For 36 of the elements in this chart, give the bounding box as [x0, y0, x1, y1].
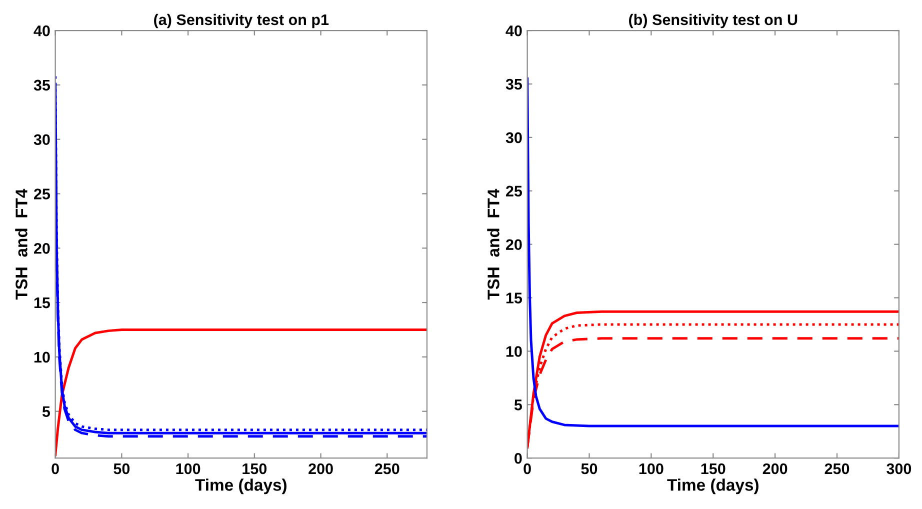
y-axis-title: TSH and FT4 — [15, 188, 28, 300]
y-tick-label: 20 — [506, 239, 522, 250]
y-tick-label: 5 — [42, 406, 50, 418]
chart-title: (b) Sensitivity test on U — [629, 14, 798, 28]
y-tick-label: 25 — [34, 188, 50, 200]
y-tick-label: 35 — [34, 80, 50, 91]
y-axis-title: TSH and FT4 — [487, 188, 500, 300]
x-tick-label: 250 — [374, 463, 400, 474]
x-tick-label: 50 — [114, 463, 130, 474]
y-tick-label: 15 — [506, 292, 522, 304]
y-tick-label: 30 — [506, 132, 522, 144]
y-tick-label: 40 — [34, 25, 50, 36]
x-tick-label: 200 — [762, 463, 788, 474]
y-tick-label: 15 — [34, 298, 50, 308]
x-axis-title: Time (days) — [667, 478, 758, 494]
y-tick-label: 0 — [514, 452, 522, 464]
y-tick-label: 20 — [34, 242, 50, 254]
x-tick-label: 100 — [176, 463, 200, 474]
x-tick-label: 250 — [824, 463, 850, 474]
x-tick-label: 150 — [701, 463, 726, 474]
x-tick-label: 300 — [886, 463, 912, 474]
x-tick-label: 0 — [524, 463, 531, 474]
y-tick-label: 25 — [506, 186, 522, 197]
x-tick-label: 0 — [52, 463, 59, 474]
y-tick-label: 10 — [34, 352, 50, 363]
chart-title: (a) Sensitivity test on p1 — [154, 14, 329, 28]
x-axis-title: Time (days) — [195, 478, 286, 494]
y-tick-label: 40 — [506, 25, 522, 36]
y-tick-label: 30 — [34, 134, 50, 146]
x-tick-label: 50 — [581, 463, 598, 474]
y-tick-label: 35 — [506, 78, 522, 90]
x-tick-label: 100 — [639, 463, 664, 474]
y-tick-label: 5 — [514, 400, 522, 410]
y-tick-label: 10 — [506, 346, 522, 357]
x-tick-label: 200 — [308, 463, 333, 474]
x-tick-label: 150 — [242, 463, 267, 474]
